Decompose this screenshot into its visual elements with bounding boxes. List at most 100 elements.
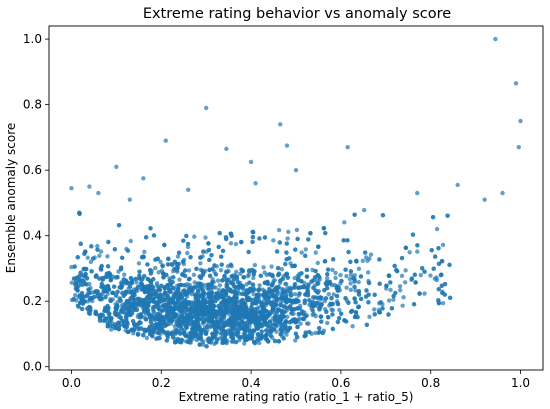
data-point (432, 254, 438, 259)
data-point (278, 122, 283, 127)
data-point (103, 316, 108, 321)
data-point (298, 303, 303, 309)
data-point (292, 292, 298, 297)
data-point (79, 306, 85, 312)
data-point (352, 284, 357, 290)
data-point (120, 305, 125, 310)
data-point (313, 268, 318, 274)
data-point (401, 295, 406, 300)
data-point (136, 297, 142, 302)
data-point (154, 321, 159, 327)
data-point (160, 263, 165, 269)
data-point (278, 332, 283, 337)
data-point (279, 309, 285, 315)
data-point (412, 272, 418, 277)
data-point (439, 283, 444, 288)
data-point (304, 274, 310, 279)
data-point (295, 306, 300, 311)
data-point (87, 304, 92, 310)
data-point (311, 311, 317, 317)
data-point (223, 332, 228, 338)
data-point (245, 274, 251, 279)
data-point (82, 299, 87, 304)
data-point (176, 283, 182, 288)
data-point (121, 277, 126, 282)
data-point (114, 164, 119, 170)
data-point (398, 288, 403, 293)
data-point (72, 264, 77, 269)
data-point (103, 294, 108, 300)
data-point (434, 226, 440, 232)
data-point (125, 320, 130, 326)
data-point (88, 308, 93, 313)
data-point (411, 302, 417, 307)
data-point (232, 311, 237, 317)
data-point (182, 332, 188, 337)
data-point (159, 283, 164, 288)
data-point (184, 325, 190, 330)
data-point (176, 250, 182, 255)
data-point (339, 278, 344, 284)
data-point (362, 250, 368, 255)
data-point (89, 244, 94, 249)
data-point (83, 249, 88, 254)
data-point (115, 289, 120, 295)
data-point (108, 298, 113, 303)
data-point (286, 229, 291, 235)
data-point (295, 236, 300, 242)
data-point (207, 267, 212, 273)
data-point (284, 296, 289, 301)
data-point (123, 314, 129, 319)
data-point (356, 289, 362, 295)
data-point (146, 311, 152, 317)
data-point (289, 311, 294, 316)
data-point (237, 322, 242, 327)
data-point (202, 306, 208, 312)
data-point (194, 318, 199, 323)
data-point (250, 229, 255, 235)
data-point (69, 264, 74, 270)
data-point (300, 316, 306, 321)
data-point (118, 285, 124, 290)
data-point (220, 248, 226, 254)
data-point (218, 331, 224, 336)
data-point (240, 283, 245, 289)
data-point (195, 281, 201, 286)
data-point (315, 260, 320, 266)
data-point (337, 307, 342, 313)
data-point (255, 318, 261, 323)
data-point (410, 232, 416, 237)
data-point (380, 302, 385, 307)
data-point (142, 308, 147, 314)
data-point (317, 329, 322, 335)
data-point (356, 304, 361, 310)
data-point (120, 290, 125, 296)
x-axis-label: Extreme rating ratio (ratio_1 + ratio_5) (179, 390, 414, 404)
data-point (180, 302, 186, 308)
data-point (157, 287, 163, 293)
data-point (350, 324, 355, 329)
data-point (287, 325, 293, 331)
data-point (228, 231, 234, 236)
data-point (240, 268, 246, 274)
data-point (211, 309, 217, 315)
data-point (147, 294, 153, 299)
data-point (105, 264, 111, 269)
data-point (184, 301, 190, 307)
data-point (221, 327, 226, 333)
data-point (185, 250, 190, 256)
data-point (358, 296, 364, 302)
data-point (144, 335, 150, 341)
data-point (264, 315, 269, 320)
data-point (302, 300, 307, 306)
data-point (292, 275, 297, 281)
data-point (224, 310, 229, 316)
data-point (330, 267, 335, 273)
data-point (271, 327, 277, 332)
data-point (266, 339, 271, 344)
data-point (372, 312, 377, 317)
data-point (242, 313, 247, 319)
data-point (207, 273, 213, 279)
x-tick-label: 0.4 (242, 376, 261, 390)
data-point (203, 300, 209, 305)
